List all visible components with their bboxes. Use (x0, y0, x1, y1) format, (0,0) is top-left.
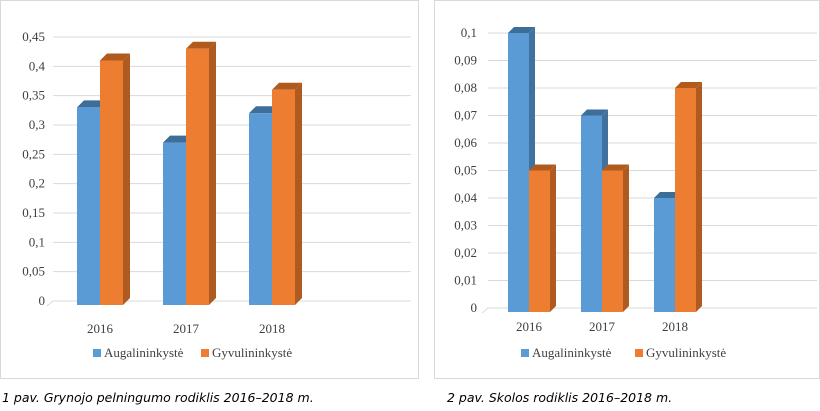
legend-swatch (521, 349, 529, 357)
y-tick-label: 0 (39, 293, 46, 308)
bar-top (186, 41, 216, 49)
bar-top (508, 27, 535, 33)
bar (186, 48, 209, 305)
x-tick-label: 2017 (589, 319, 616, 334)
legend-label: Augalininkystė (104, 345, 184, 360)
axis-floor-edge (46, 300, 54, 307)
bar (529, 170, 550, 312)
bar-top (675, 82, 702, 88)
figure-caption-2: 2 pav. Skolos rodiklis 2016–2018 m. (447, 390, 673, 405)
y-tick-label: 0,06 (454, 135, 477, 150)
y-tick-label: 0,1 (461, 25, 477, 40)
legend-swatch (93, 349, 101, 357)
bar (100, 60, 123, 305)
y-tick-label: 0,01 (454, 273, 477, 288)
y-tick-label: 0,05 (454, 163, 477, 178)
y-tick-label: 0,03 (454, 218, 477, 233)
bar (163, 142, 186, 305)
x-tick-label: 2017 (173, 321, 200, 336)
legend-swatch (635, 349, 643, 357)
legend-label: Augalininkystė (532, 345, 612, 360)
y-tick-label: 0,07 (454, 108, 477, 123)
y-tick-label: 0,04 (454, 190, 477, 205)
x-tick-label: 2016 (87, 321, 114, 336)
chart-panel-1: 0 0,05 0,1 0,15 0,2 0,25 0,3 0,35 0,4 0,45 2016 201… (0, 0, 419, 379)
x-tick-label: 2018 (662, 319, 688, 334)
y-tick-label: 0,4 (29, 58, 46, 73)
bar-side (623, 164, 629, 312)
bar-top (77, 100, 107, 108)
bar (675, 88, 696, 312)
y-tick-label: 0,09 (454, 53, 477, 68)
bar-top (163, 135, 193, 143)
bar-top (272, 82, 302, 90)
bar (654, 198, 675, 312)
legend-label: Gyvulininkystė (212, 345, 292, 360)
bar (508, 33, 529, 312)
bar (272, 89, 295, 305)
bar-side (295, 82, 302, 305)
bar (249, 113, 272, 306)
bar-top (581, 109, 608, 116)
chart-2-svg: 0 0,01 0,02 0,03 0,04 0,05 0,06 0,07 0,08 0,09 0,1… (454, 25, 817, 360)
x-tick-label: 2016 (516, 319, 543, 334)
bar-side (123, 53, 130, 305)
legend-swatch (201, 349, 209, 357)
y-tick-label: 0 (471, 300, 478, 315)
bar-side (209, 41, 216, 305)
y-tick-label: 0,1 (29, 234, 45, 249)
bar-top (602, 164, 629, 171)
bar (602, 170, 623, 312)
y-tick-label: 0,05 (22, 264, 45, 279)
axis-floor-edge (481, 307, 489, 314)
bar-side (550, 164, 556, 312)
bar (581, 115, 602, 312)
legend-label: Gyvulininkystė (646, 345, 726, 360)
y-tick-label: 0,02 (454, 245, 477, 260)
y-tick-label: 0,25 (22, 146, 45, 161)
y-tick-label: 0,45 (22, 29, 45, 44)
figure-caption-1: 1 pav. Grynojo pelningumo rodiklis 2016–… (2, 390, 314, 405)
y-tick-label: 0,3 (29, 117, 45, 132)
bar-top (249, 106, 279, 114)
bar-top (529, 164, 556, 171)
bar-top (654, 192, 681, 198)
y-tick-label: 0,35 (22, 88, 45, 103)
x-tick-label: 2018 (259, 321, 285, 336)
y-tick-label: 0,08 (454, 80, 477, 95)
y-tick-label: 0,15 (22, 205, 45, 220)
y-tick-label: 0,2 (29, 176, 45, 191)
bar (77, 107, 100, 306)
bar-top (100, 53, 130, 61)
bar-side (696, 82, 702, 312)
chart-panel-2: 0 0,01 0,02 0,03 0,04 0,05 0,06 0,07 0,08 0,09 0,1… (434, 0, 820, 379)
chart-1-svg: 0 0,05 0,1 0,15 0,2 0,25 0,3 0,35 0,4 0,45 2016 201… (22, 29, 411, 360)
